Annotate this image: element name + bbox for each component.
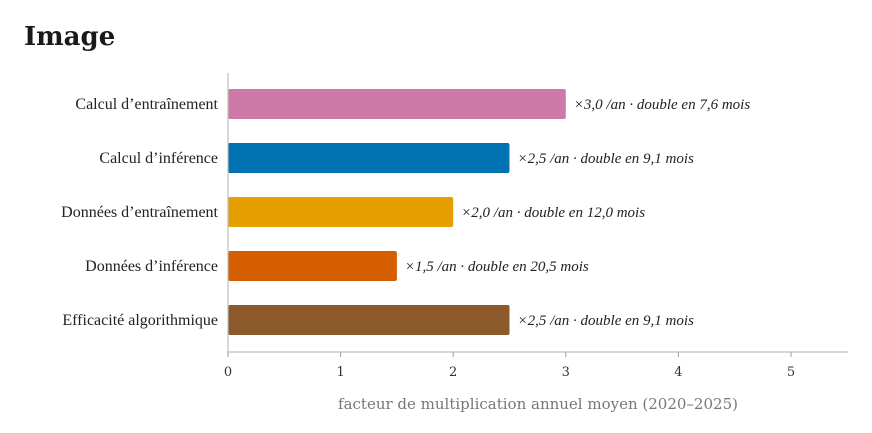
category-label: Calcul d’inférence: [99, 150, 218, 167]
bar: [228, 197, 454, 227]
x-ticks: 0 1 2 3 4 5: [224, 352, 795, 380]
data-label: ×2,5 /an · double en 9,1 mois: [518, 151, 695, 167]
bars-group: [228, 89, 566, 335]
x-tick-label: 1: [336, 365, 344, 380]
x-tick-label: 3: [562, 365, 570, 380]
data-label: ×1,5 /an · double en 20,5 mois: [405, 259, 589, 275]
value-labels: ×3,0 /an · double en 7,6 mois ×2,5 /an · …: [405, 97, 750, 329]
bar: [228, 143, 510, 173]
axes-group: [227, 73, 848, 353]
data-label: ×2,5 /an · double en 9,1 mois: [518, 313, 695, 329]
category-label: Calcul d’entraînement: [75, 96, 218, 113]
x-tick-label: 4: [674, 365, 682, 380]
bar: [228, 251, 397, 281]
data-label: ×2,0 /an · double en 12,0 mois: [461, 205, 645, 221]
x-tick-label: 2: [449, 365, 457, 380]
bar: [228, 305, 510, 335]
category-label: Données d’entraînement: [61, 204, 218, 221]
bar: [228, 89, 566, 119]
x-tick-label: 5: [787, 365, 795, 380]
x-tick-label: 0: [224, 365, 232, 380]
category-label: Données d’inférence: [85, 258, 218, 275]
data-label: ×3,0 /an · double en 7,6 mois: [574, 97, 751, 113]
x-axis-title: facteur de multiplication annuel moyen (…: [338, 395, 738, 413]
category-label: Efficacité algorithmique: [62, 312, 218, 329]
category-labels: Calcul d’entraînement Calcul d’inférence D…: [61, 96, 218, 329]
page-title: Image: [24, 22, 116, 52]
